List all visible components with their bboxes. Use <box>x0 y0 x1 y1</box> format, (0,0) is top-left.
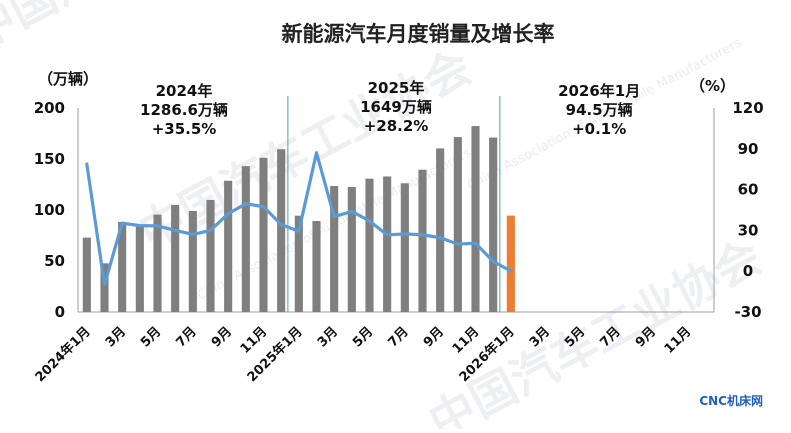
bar-mark <box>224 180 233 312</box>
credit-label: CNC机床网 <box>699 393 763 408</box>
bar-mark <box>277 149 286 312</box>
bar-mark <box>259 157 268 312</box>
bar-mark <box>171 205 180 312</box>
x-tick-label: 11月 <box>238 324 271 357</box>
watermark-text-2: 中国汽车工业协会 <box>0 0 310 60</box>
y-left-tick-label: 200 <box>34 99 65 117</box>
bar-mark <box>100 263 109 312</box>
x-tick-label: 5月 <box>350 324 376 350</box>
annotation-line: +0.1% <box>572 120 626 138</box>
x-tick-label: 2024年1月 <box>32 324 94 386</box>
bar-mark <box>347 186 356 312</box>
x-tick-label: 5月 <box>138 324 164 350</box>
bar-mark <box>436 148 445 312</box>
watermark-text-1: 中国汽车工业协会 <box>130 39 480 259</box>
bar-mark <box>400 183 409 312</box>
y-left-tick-label: 100 <box>34 201 65 219</box>
x-tick-label: 9月 <box>421 324 447 350</box>
y-right-tick-label: 30 <box>738 221 759 239</box>
axes <box>77 108 715 313</box>
y-right-tick-labels: -30 0 30 60 90 120 <box>732 99 763 321</box>
y-left-tick-labels: 0 50 100 150 200 <box>34 99 65 321</box>
annotation-line: 94.5万辆 <box>566 101 633 119</box>
bar-mark <box>241 166 250 312</box>
annotation-line: 2024年 <box>156 82 213 100</box>
y-right-tick-label: 90 <box>738 140 759 158</box>
bar-mark <box>118 221 127 312</box>
y-right-tick-label: 0 <box>743 262 753 280</box>
bar-mark <box>453 137 462 312</box>
growth-line <box>85 151 513 287</box>
x-tick-label: 3月 <box>315 324 341 350</box>
bar-mark <box>188 210 197 312</box>
bar-mark <box>206 199 215 312</box>
y-left-tick-label: 0 <box>55 303 65 321</box>
x-tick-label: 3月 <box>103 324 129 350</box>
y-left-tick-label: 50 <box>44 252 65 270</box>
x-tick-label: 7月 <box>173 324 199 350</box>
annotation-line: 2026年1月 <box>558 82 640 100</box>
annotation-line: 2025年 <box>368 79 425 97</box>
y-right-tick-label: 60 <box>738 181 759 199</box>
y-right-tick-label: -30 <box>734 303 761 321</box>
x-tick-label: 9月 <box>209 324 235 350</box>
bar-mark <box>135 225 144 312</box>
bar-mark <box>365 178 374 312</box>
x-tick-label: 11月 <box>450 324 483 357</box>
annotation-line: 1649万辆 <box>360 98 432 116</box>
x-tick-label: 7月 <box>385 324 411 350</box>
bar-mark <box>506 215 515 312</box>
chart-title: 新能源汽车月度销量及增长率 <box>282 22 555 46</box>
bar-mark <box>471 126 480 312</box>
y-right-tick-label: 120 <box>732 99 763 117</box>
y-left-unit-label: （万辆） <box>38 70 98 88</box>
bar-mark <box>489 137 498 312</box>
y-left-tick-label: 150 <box>34 150 65 168</box>
bar-mark <box>330 186 339 312</box>
annotation-line: +28.2% <box>364 117 429 135</box>
growth-line-series <box>85 151 513 287</box>
year-separators <box>287 96 501 312</box>
bar-mark <box>383 176 392 312</box>
bar-mark <box>294 215 303 312</box>
bar-mark <box>153 214 162 312</box>
bar-mark <box>82 237 91 312</box>
bar-mark <box>418 169 427 312</box>
bar-series <box>82 126 515 312</box>
annotation-line: 1286.6万辆 <box>140 101 228 119</box>
y-right-unit-label: （%） <box>690 77 735 95</box>
annotation-line: +35.5% <box>152 120 217 138</box>
bar-mark <box>312 221 321 312</box>
